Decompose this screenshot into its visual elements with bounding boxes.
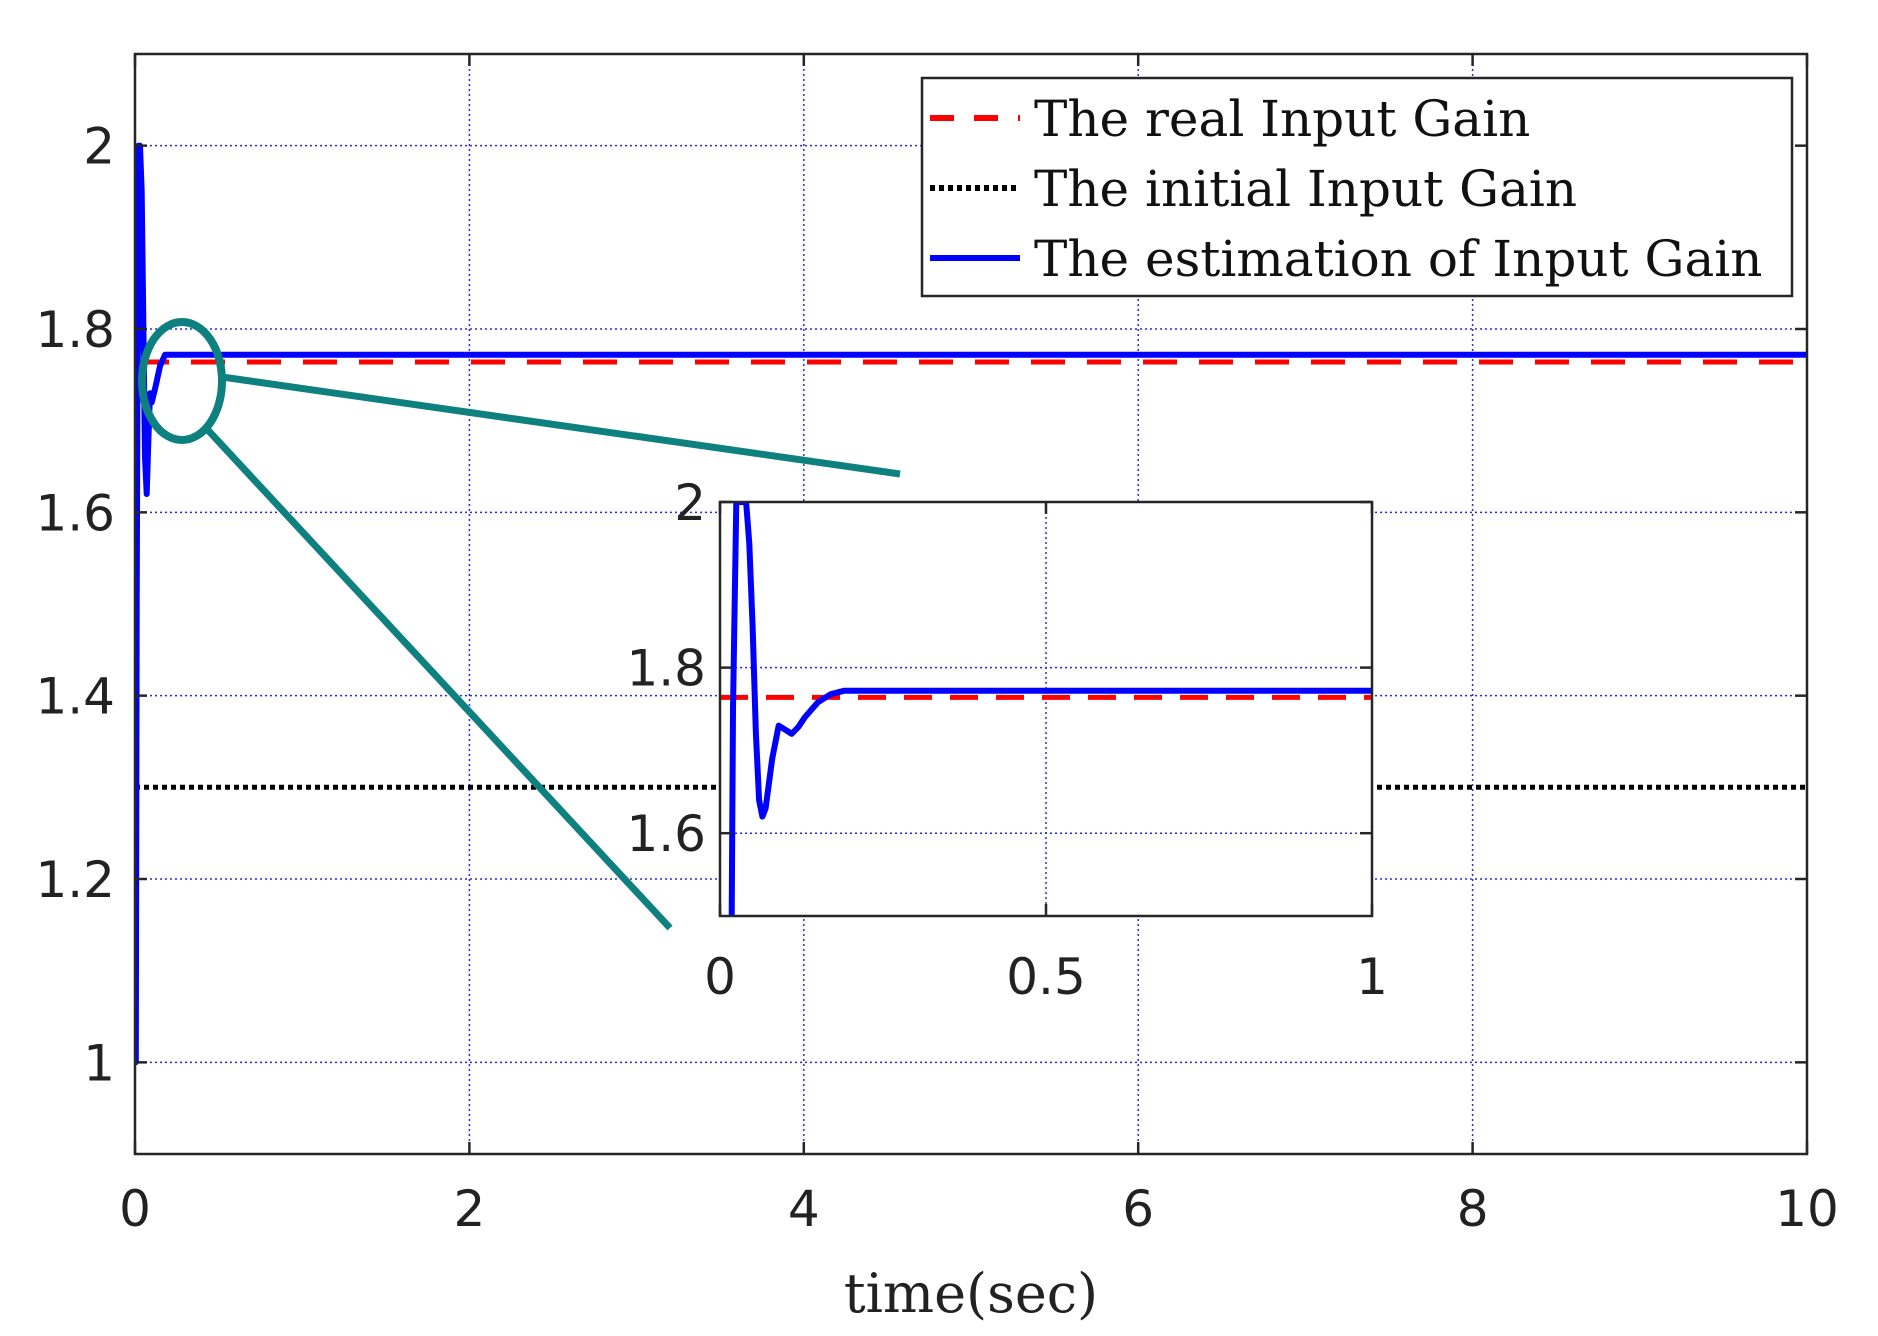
zoom-annotation — [138, 318, 901, 931]
x-tick-label: 1 — [1356, 948, 1388, 1006]
x-tick-label: 10 — [1775, 1180, 1839, 1238]
x-tick-label: 0.5 — [1006, 948, 1086, 1006]
zoom-ellipse — [138, 318, 226, 444]
y-tick-label: 1.4 — [35, 668, 115, 726]
y-tick-label: 2 — [83, 118, 115, 176]
y-tick-label: 1.8 — [626, 640, 706, 698]
zoom-connector-upper — [221, 373, 901, 478]
y-tick-label: 1.6 — [626, 805, 706, 863]
legend: The real Input Gain The initial Input Ga… — [920, 76, 1794, 298]
y-tick-label: 1 — [83, 1034, 115, 1092]
x-tick-label: 0 — [704, 948, 736, 1006]
y-tick-label: 1.8 — [35, 301, 115, 359]
x-tick-label: 0 — [119, 1180, 151, 1238]
x-tick-label: 6 — [1122, 1180, 1154, 1238]
main-axes-frame — [133, 52, 1809, 1156]
x-tick-label: 8 — [1457, 1180, 1489, 1238]
legend-label-initial-gain: The initial Input Gain — [1034, 160, 1577, 218]
legend-label-real-gain: The real Input Gain — [1034, 90, 1530, 148]
x-axis-label: time(sec) — [844, 1262, 1098, 1325]
x-tick-label: 4 — [788, 1180, 820, 1238]
legend-label-estimation: The estimation of Input Gain — [1034, 230, 1762, 288]
legend-box — [920, 76, 1794, 298]
zoom-connector-lower — [203, 425, 673, 931]
inset-tick-labels: 0 0.5 1 1.6 1.8 2 — [626, 474, 1387, 1006]
inset-plot-area — [720, 502, 1372, 916]
y-tick-label: 1.6 — [35, 484, 115, 542]
y-tick-label: 1.2 — [35, 851, 115, 909]
y-tick-label: 2 — [674, 474, 706, 532]
series-line-1 — [728, 502, 1372, 916]
x-tick-label: 2 — [453, 1180, 485, 1238]
